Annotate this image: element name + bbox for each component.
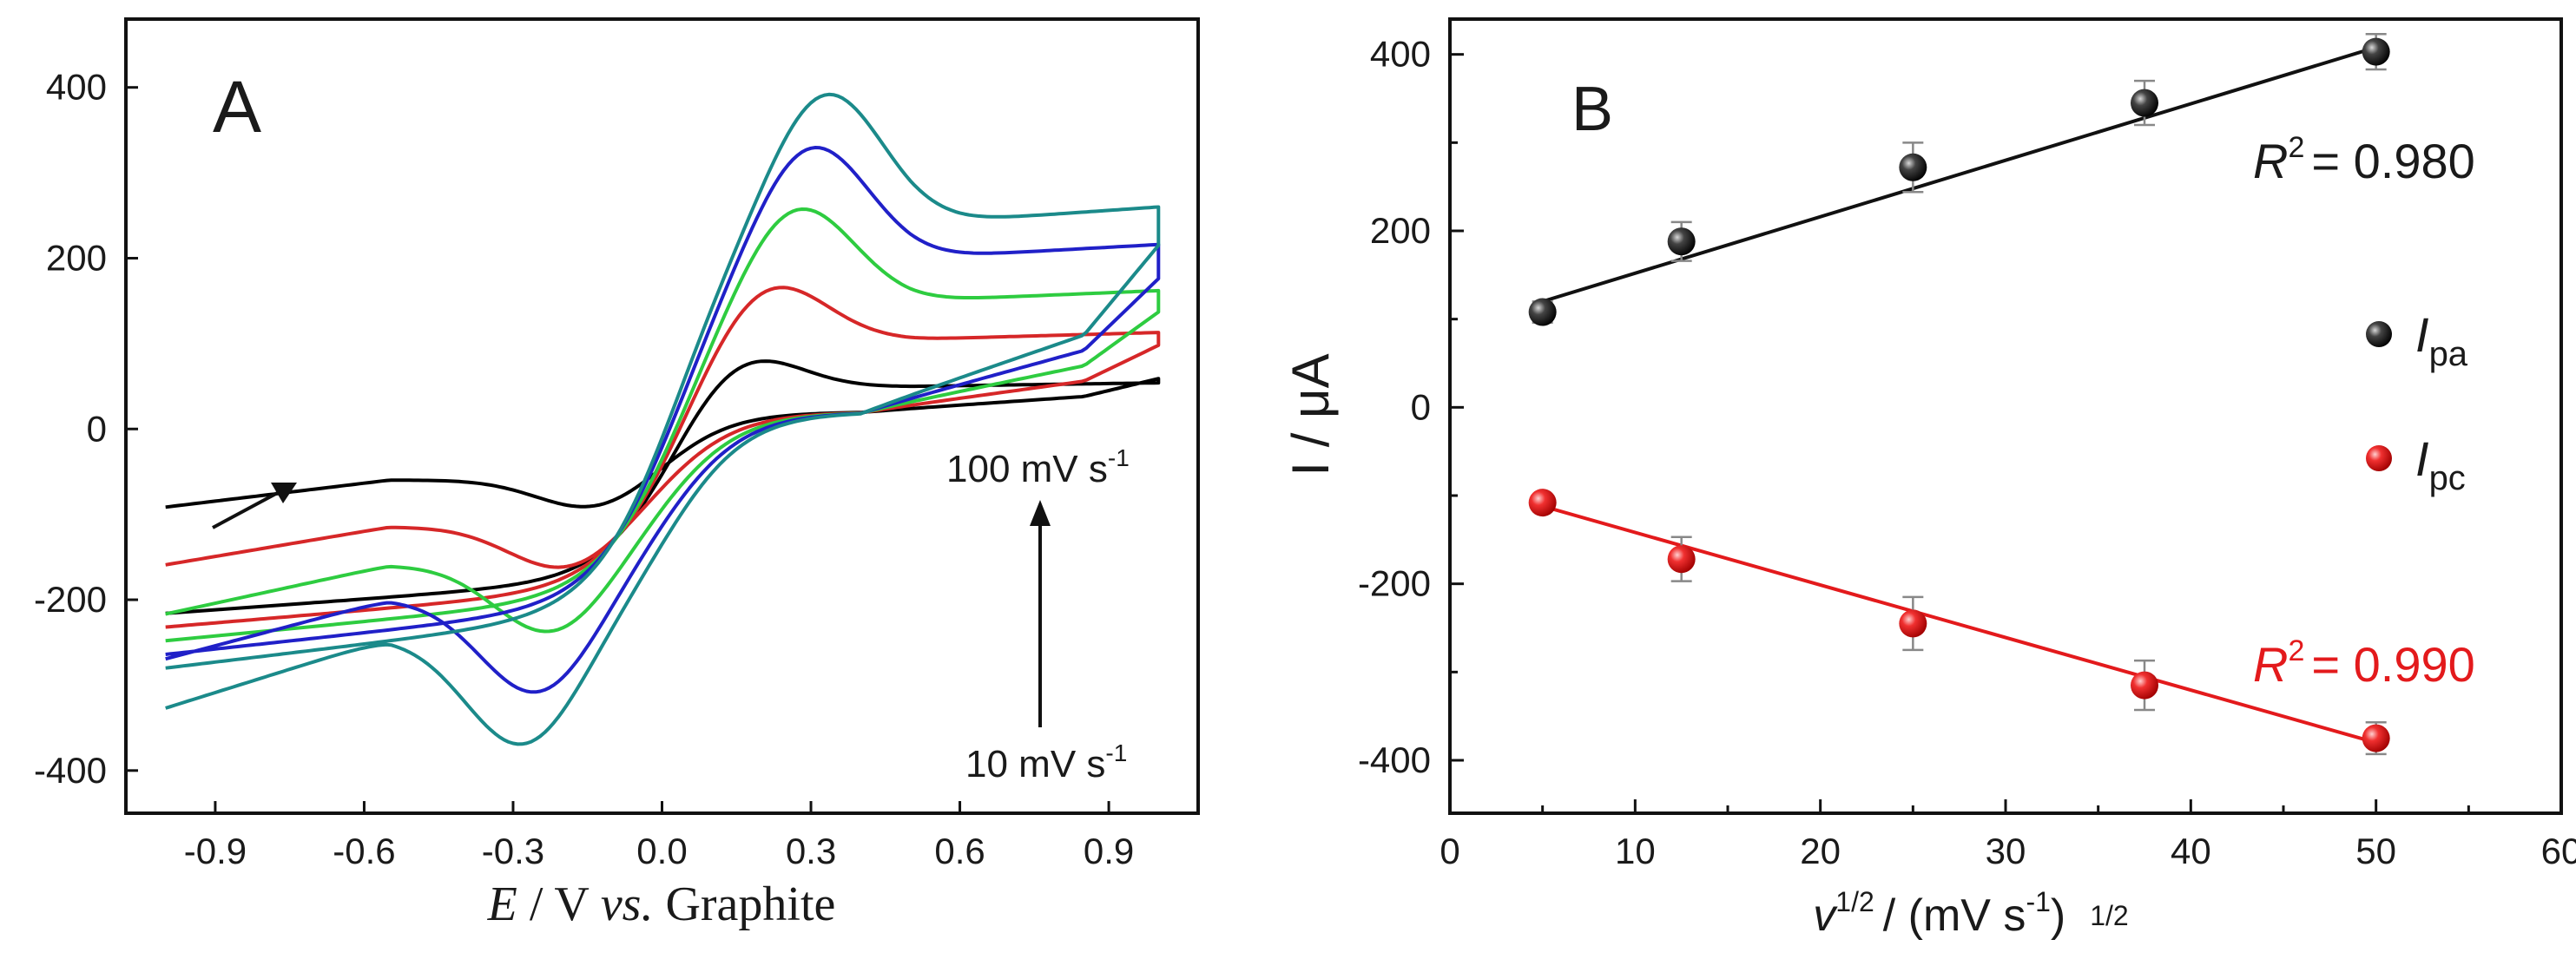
legend-marker-pc	[2366, 445, 2392, 471]
y-tick-label: 200	[1370, 210, 1431, 251]
data-point	[1667, 227, 1696, 256]
x-tick-label: 50	[2355, 831, 2396, 871]
y-tick-label: -200	[34, 579, 107, 620]
y-tick-label: -400	[34, 750, 107, 791]
x-tick-label: 20	[1800, 831, 1841, 871]
y-axis-label-b: I / μA	[1281, 353, 1340, 476]
x-tick-label: -0.3	[482, 831, 544, 871]
panel-label-b: B	[1571, 75, 1613, 144]
x-tick-label: 0	[1440, 831, 1459, 871]
data-point	[1667, 545, 1696, 574]
cv-curve	[165, 146, 1161, 694]
x-tick-label: 0.3	[786, 831, 836, 871]
y-tick-label: -400	[1358, 739, 1431, 780]
legend-label-pa: Ipa	[2415, 307, 2468, 373]
x-tick-label: 40	[2171, 831, 2211, 871]
legend: Ipa Ipc	[2366, 307, 2468, 497]
data-point	[1899, 609, 1927, 638]
r2-label-pa: R2 = 0.980	[2253, 131, 2475, 188]
fit-line	[1542, 504, 2377, 745]
scan-rate-arrow	[1030, 500, 1051, 727]
data-point	[2362, 724, 2390, 752]
y-tick-label: 200	[46, 237, 107, 278]
y-tick-label: 0	[1411, 386, 1431, 427]
y-axis-ticks-b: 400 200 0 -200 -400	[1358, 34, 1464, 780]
x-tick-label: -0.9	[184, 831, 247, 871]
x-tick-label: -0.6	[333, 831, 395, 871]
x-axis-ticks: -0.9 -0.6 -0.3 0.0 0.3 0.6 0.9	[184, 801, 1134, 871]
annotation-10-mv: 10 mV s-1	[965, 739, 1127, 785]
cv-curve	[165, 286, 1161, 629]
x-tick-label: 0.9	[1084, 831, 1134, 871]
y-tick-label: 0	[87, 408, 107, 449]
annotation-100-mv: 100 mV s-1	[946, 444, 1130, 490]
cv-curve	[165, 207, 1161, 643]
cv-curve	[165, 92, 1161, 746]
panel-a-frame	[124, 17, 1200, 815]
data-point	[1528, 489, 1557, 517]
x-axis-ticks-b: 0 10 20 30 40 50 60	[1440, 799, 2576, 871]
y-tick-label: 400	[46, 67, 107, 108]
x-axis-label-b: v1/2/ (mV s-1) 1/2	[1813, 886, 2128, 941]
data-point	[1899, 153, 1927, 181]
r2-label-pc: R2 = 0.990	[2253, 634, 2475, 692]
panel-a-chart: -0.9 -0.6 -0.3 0.0 0.3 0.6 0.9 400 200 0 -200 -400…	[34, 17, 1200, 931]
data-point	[1528, 298, 1557, 326]
fit-line	[1542, 45, 2377, 304]
panel-b-chart: 0 10 20 30 40 50 60 400 200 0 -200 -400 B R2 = 0.98…	[1281, 17, 2576, 941]
legend-label-pc: Ipc	[2415, 431, 2466, 497]
x-tick-label: 0.6	[934, 831, 985, 871]
panel-label-a: A	[213, 66, 261, 148]
scatter-plot	[1528, 33, 2390, 756]
x-axis-label-a: E / V vs. Graphite	[487, 877, 836, 931]
x-tick-label: 10	[1615, 831, 1656, 871]
data-point	[2362, 37, 2390, 66]
x-tick-label: 60	[2541, 831, 2576, 871]
data-point	[2131, 671, 2158, 700]
x-tick-label: 0.0	[636, 831, 687, 871]
x-tick-label: 30	[1986, 831, 2026, 871]
scan-direction-arrow	[212, 483, 297, 529]
cv-curves	[165, 92, 1161, 746]
y-tick-label: -200	[1358, 563, 1431, 604]
legend-marker-pa	[2366, 321, 2392, 347]
data-point	[2131, 89, 2158, 117]
cv-curve	[165, 359, 1161, 615]
y-tick-label: 400	[1370, 34, 1431, 75]
y-axis-ticks: 400 200 0 -200 -400	[34, 67, 138, 791]
